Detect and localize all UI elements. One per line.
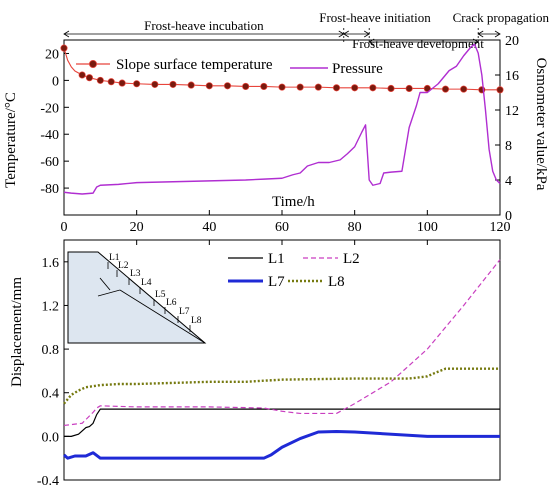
series-line-l8 (63, 367, 500, 405)
series-point-slope-surface-temperature (296, 83, 304, 91)
top-left-y-tick-label: -20 (40, 101, 59, 116)
bottom-chart: -0.4 0.0 0.4 0.8 1.2 1.6 L1 L2 L7 L8 Displace… (9, 239, 501, 489)
top-left-y-tick-label: -60 (40, 155, 59, 170)
series-point-slope-surface-temperature (96, 76, 104, 84)
series-point-slope-surface-temperature (187, 81, 195, 89)
series-point-slope-surface-temperature (278, 83, 286, 91)
bottom-y-tick-label: 0.8 (42, 343, 60, 358)
top-left-y-tick-label: 20 (45, 47, 59, 62)
bottom-series (62, 259, 501, 460)
top-axes: 0 20 40 60 80 100 120 20 0 -20 -40 -60 -80 0 4 8 12 16 20 (40, 34, 519, 235)
bottom-y-tick-label: 1.2 (42, 299, 60, 314)
top-x-tick-label: 0 (61, 220, 68, 235)
top-chart: Frost-heave incubation Frost-heave initia… (3, 10, 549, 235)
series-point-slope-surface-temperature (242, 82, 250, 90)
legend-label-l2: L2 (343, 251, 360, 267)
phase-label-frost-heave-development: Frost-heave development (352, 36, 484, 51)
sliding-surface (119, 289, 206, 344)
top-right-y-axis-label: Osmometer value/kPa (533, 58, 549, 191)
top-left-y-tick-label: 0 (52, 74, 59, 89)
top-series (60, 43, 504, 195)
series-line-l2 (63, 259, 501, 427)
series-point-slope-surface-temperature (118, 79, 126, 87)
top-x-axis-label: Time/h (272, 194, 315, 210)
series-point-slope-surface-temperature (60, 44, 68, 52)
sensor-label-l5: L5 (155, 290, 166, 300)
sensor-label-l7: L7 (179, 307, 190, 317)
bottom-legend: L1 L2 L7 L8 (228, 251, 360, 290)
phase-annotations: Frost-heave incubation Frost-heave initia… (63, 10, 550, 51)
top-right-y-tick-label: 12 (505, 104, 519, 119)
legend-marker-temperature (89, 60, 98, 69)
bottom-y-tick-label: 0.4 (42, 387, 60, 402)
series-point-slope-surface-temperature (332, 84, 341, 92)
phase-arrowhead-start (63, 30, 70, 38)
legend-label-l1: L1 (268, 251, 285, 267)
top-right-y-tick-label: 8 (505, 139, 512, 154)
top-right-y-tick-label: 0 (505, 209, 512, 224)
top-x-tick-label: 120 (490, 220, 511, 235)
legend-label-l7: L7 (268, 274, 285, 290)
sensor-label-l3: L3 (130, 269, 141, 279)
top-x-tick-label: 60 (275, 220, 289, 235)
series-point-slope-surface-temperature (314, 83, 322, 91)
series-point-slope-surface-temperature (85, 74, 93, 82)
series-point-slope-surface-temperature (260, 82, 268, 90)
top-left-y-axis-label: Temperature/°C (3, 92, 19, 188)
bottom-y-axis-label: Displacement/mm (9, 277, 25, 387)
top-right-y-tick-label: 20 (505, 34, 519, 49)
series-point-slope-surface-temperature (351, 84, 359, 92)
series-line-l1 (64, 408, 500, 437)
legend-label-l8: L8 (328, 274, 345, 290)
top-right-y-tick-label: 16 (505, 69, 519, 84)
phase-label-frost-heave-initiation: Frost-heave initiation (319, 10, 431, 25)
bottom-y-tick-label: -0.4 (37, 474, 59, 489)
series-point-slope-surface-temperature (405, 84, 413, 93)
series-point-slope-surface-temperature (441, 85, 450, 93)
legend-label-pressure: Pressure (332, 61, 383, 77)
top-x-tick-label: 40 (202, 220, 216, 235)
sensor-label-l2: L2 (118, 261, 129, 271)
bottom-axes: -0.4 0.0 0.4 0.8 1.2 1.6 (37, 240, 501, 489)
series-point-slope-surface-temperature (133, 80, 141, 88)
top-left-y-tick-label: -40 (40, 128, 59, 143)
top-legend: Slope surface temperature Pressure (76, 57, 383, 77)
series-line-pressure (63, 43, 501, 195)
sensor-label-l6: L6 (166, 298, 177, 308)
sensor-label-l8: L8 (191, 316, 202, 326)
top-x-tick-label: 100 (417, 220, 438, 235)
phase-label-frost-heave-incubation: Frost-heave incubation (144, 18, 264, 33)
series-point-slope-surface-temperature (387, 84, 395, 93)
series-point-slope-surface-temperature (369, 84, 377, 92)
phase-label-crack-propagation: Crack propagation (453, 10, 550, 25)
series-point-slope-surface-temperature (169, 80, 177, 88)
slope-body (67, 251, 207, 344)
series-point-slope-surface-temperature (205, 82, 213, 90)
series-point-slope-surface-temperature (107, 78, 115, 86)
series-point-slope-surface-temperature (460, 85, 468, 93)
phase-arrowhead-end (494, 30, 501, 38)
series-line-l7 (62, 429, 500, 460)
top-right-y-tick-label: 4 (505, 174, 512, 189)
top-left-y-tick-label: -80 (40, 182, 59, 197)
bottom-y-tick-label: 0.0 (42, 430, 60, 445)
bottom-y-tick-label: 1.6 (42, 256, 60, 271)
top-x-tick-label: 20 (130, 220, 144, 235)
series-point-slope-surface-temperature (78, 71, 86, 79)
sensor-label-l4: L4 (141, 278, 152, 288)
crack-line (99, 277, 111, 291)
legend-label-temperature: Slope surface temperature (116, 57, 273, 73)
series-point-slope-surface-temperature (151, 80, 159, 88)
sensor-label-l1: L1 (109, 253, 120, 263)
series-point-slope-surface-temperature (223, 82, 232, 90)
series-point-slope-surface-temperature (496, 86, 504, 94)
crack-branch (97, 289, 121, 297)
top-x-tick-label: 80 (348, 220, 362, 235)
